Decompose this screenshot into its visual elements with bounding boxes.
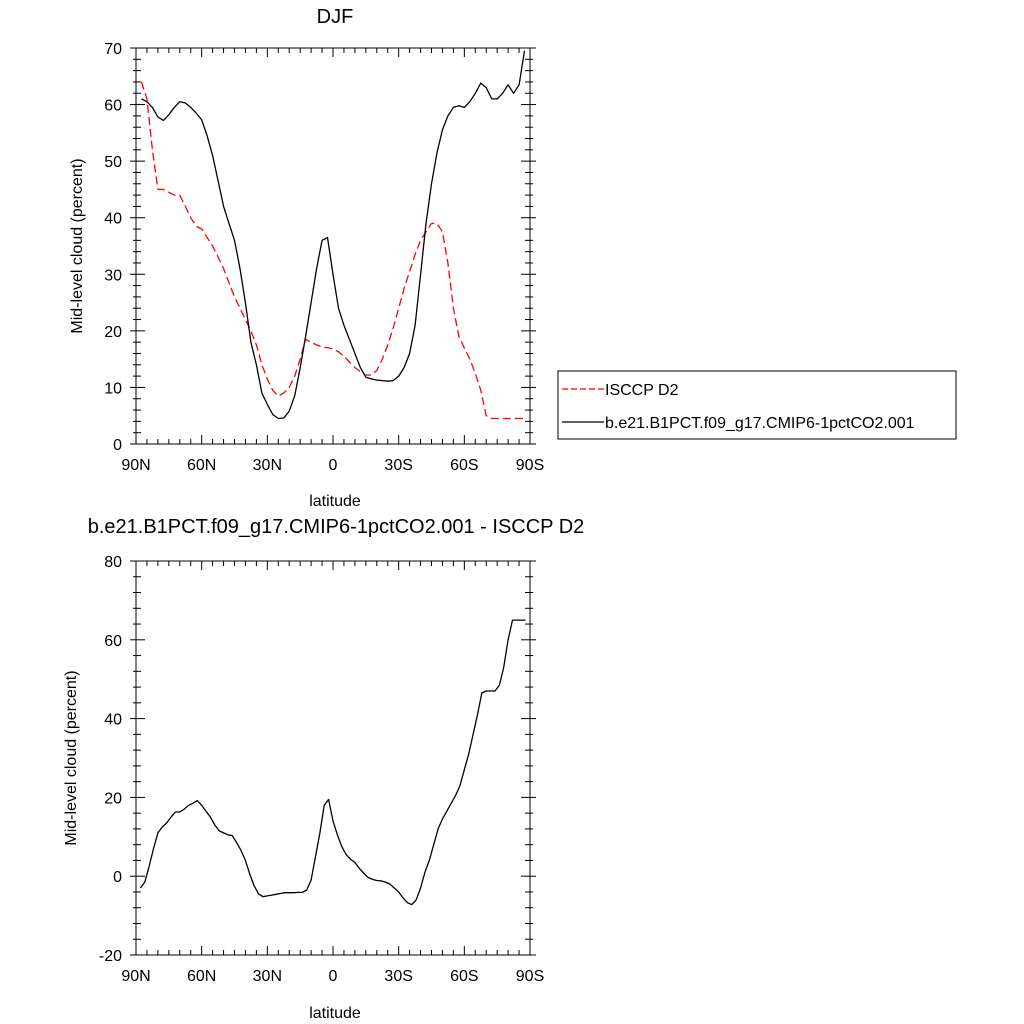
series-line-1 xyxy=(139,619,526,906)
chart-title: DJF xyxy=(317,6,354,28)
y-axis-label: Mid-level cloud (percent) xyxy=(69,158,86,333)
y-tick-label: 60 xyxy=(104,98,122,115)
x-tick-label: 60S xyxy=(450,457,478,474)
y-tick-label: 30 xyxy=(104,267,122,284)
x-tick-label: 90S xyxy=(516,457,544,474)
y-tick-label: 40 xyxy=(104,211,122,228)
x-tick-label: 0 xyxy=(329,968,338,985)
y-tick-label: 10 xyxy=(104,380,122,397)
y-tick-label: 0 xyxy=(113,437,122,454)
y-tick-label: 0 xyxy=(113,869,122,886)
x-tick-label: 90S xyxy=(516,968,544,985)
x-tick-label: 30S xyxy=(384,968,412,985)
x-tick-label: 0 xyxy=(329,457,338,474)
plot-frame xyxy=(135,560,531,956)
y-tick-label: 80 xyxy=(104,554,122,571)
y-tick-labels: -20 0 20 40 60 80 xyxy=(99,554,122,965)
y-axis-label: Mid-level cloud (percent) xyxy=(63,670,80,845)
series-line-1 xyxy=(140,81,525,420)
x-tick-label: 60N xyxy=(187,457,216,474)
x-tick-labels: 90N 60N 30N 0 30S 60S 90S xyxy=(121,968,544,985)
legend-label-model: b.e21.B1PCT.f09_g17.CMIP6-1pctCO2.001 xyxy=(605,415,915,432)
chart-djf: DJF 90N 60N 30N 0 30S 60S 90S 010203040506070 … xyxy=(69,6,957,510)
series-line-2 xyxy=(141,50,526,420)
x-tick-label: 90N xyxy=(121,968,150,985)
x-tick-label: 90N xyxy=(121,457,150,474)
legend-label-isccp: ISCCP D2 xyxy=(605,382,679,399)
x-tick-label: 30N xyxy=(253,457,282,474)
series-layer xyxy=(140,50,526,420)
series-layer xyxy=(139,619,526,906)
y-tick-label: 60 xyxy=(104,633,122,650)
y-tick-labels: 0 10 20 30 40 50 60 70 xyxy=(104,41,122,454)
y-tick-label: 20 xyxy=(104,324,122,341)
x-tick-label: 30S xyxy=(384,457,412,474)
x-tick-labels: 90N 60N 30N 0 30S 60S 90S xyxy=(121,457,544,474)
legend-box xyxy=(557,370,957,440)
x-axis-label: latitude xyxy=(309,1005,361,1022)
y-tick-label: 40 xyxy=(104,712,122,729)
legend: ISCCP D2 b.e21.B1PCT.f09_g17.CMIP6-1pctC… xyxy=(557,370,957,440)
x-tick-label: 30N xyxy=(253,968,282,985)
x-axis-label: latitude xyxy=(309,493,361,510)
y-tick-label: 70 xyxy=(104,41,122,58)
chart-title: b.e21.B1PCT.f09_g17.CMIP6-1pctCO2.001 - … xyxy=(88,516,585,538)
y-tick-label: 20 xyxy=(104,790,122,807)
plot-frame xyxy=(135,47,531,445)
y-tick-label: -20 xyxy=(99,948,122,965)
x-tick-label: 60N xyxy=(187,968,216,985)
y-tick-label: 50 xyxy=(104,154,122,171)
tick-marks xyxy=(130,47,536,445)
chart-difference: b.e21.B1PCT.f09_g17.CMIP6-1pctCO2.001 - … xyxy=(63,516,584,1022)
tick-marks xyxy=(130,560,536,956)
x-tick-label: 60S xyxy=(450,968,478,985)
